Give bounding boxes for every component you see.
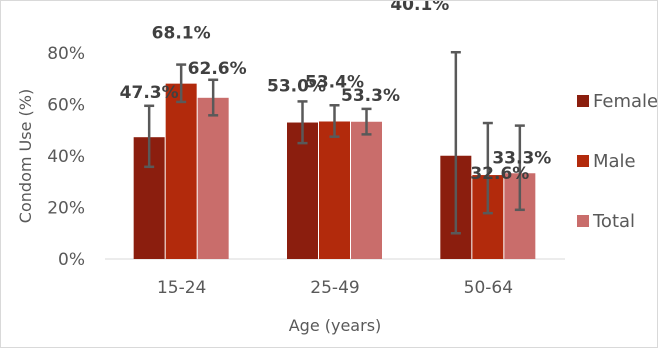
data-label: 68.1%	[152, 24, 211, 44]
y-tick-label: 0%	[58, 250, 85, 270]
x-tick-label: 25-49	[310, 278, 359, 298]
data-label: 33.3%	[492, 149, 551, 169]
bar-total-15-24	[197, 97, 229, 260]
legend-swatch-male	[577, 155, 589, 167]
legend-label-female: Female	[593, 91, 657, 112]
data-label: 62.6%	[188, 59, 247, 79]
legend-swatch-female	[577, 95, 589, 107]
x-tick-label: 50-64	[464, 278, 513, 298]
data-label: 53.0%	[267, 76, 326, 96]
data-label: 53.4%	[305, 72, 364, 92]
bar-male-15-24	[165, 83, 197, 259]
y-tick-label: 40%	[47, 147, 85, 167]
data-label: 47.3%	[120, 83, 179, 103]
y-axis-title: Condom Use (%)	[16, 89, 35, 223]
bar-male-25-49	[319, 121, 350, 260]
y-tick-label: 60%	[47, 96, 85, 116]
bar-total-25-49	[351, 121, 382, 259]
legend-label-total: Total	[592, 211, 635, 232]
data-label: 53.3%	[341, 86, 400, 106]
x-axis-title: Age (years)	[289, 316, 382, 335]
legend-swatch-total	[577, 215, 589, 227]
data-label: 32.6%	[470, 164, 529, 184]
legend-label-male: Male	[593, 151, 636, 172]
data-label: 40.1%	[390, 1, 449, 15]
bar-female-25-49	[287, 122, 318, 260]
x-tick-label: 15-24	[157, 278, 206, 298]
y-tick-label: 80%	[47, 44, 85, 64]
y-tick-label: 20%	[47, 199, 85, 219]
